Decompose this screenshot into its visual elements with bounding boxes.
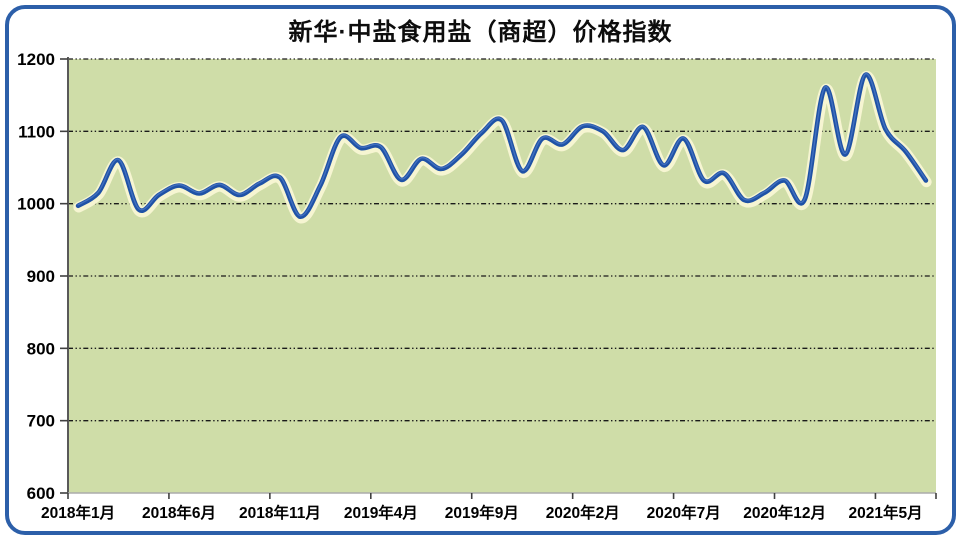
y-tick-label: 1000	[17, 195, 55, 214]
y-tick-label: 600	[27, 484, 55, 503]
x-tick-label: 2020年2月	[546, 503, 620, 522]
y-tick-label: 900	[27, 267, 55, 286]
x-tick-label: 2021年5月	[848, 503, 922, 522]
x-tick-label: 2020年12月	[743, 503, 826, 522]
y-tick-label: 700	[27, 412, 55, 431]
y-tick-label: 1100	[18, 122, 55, 141]
y-tick-label: 1200	[17, 50, 55, 69]
x-tick-label: 2019年9月	[445, 503, 519, 522]
y-tick-label: 800	[27, 339, 55, 358]
x-tick-label: 2020年7月	[647, 503, 721, 522]
x-tick-label: 2018年1月	[41, 503, 115, 522]
x-tick-label: 2019年4月	[344, 503, 418, 522]
x-tick-label: 2018年6月	[142, 503, 216, 522]
series-line-highlight	[77, 73, 927, 217]
x-tick-label: 2018年11月	[239, 503, 321, 522]
chart-title: 新华·中盐食用盐（商超）价格指数	[288, 19, 673, 46]
